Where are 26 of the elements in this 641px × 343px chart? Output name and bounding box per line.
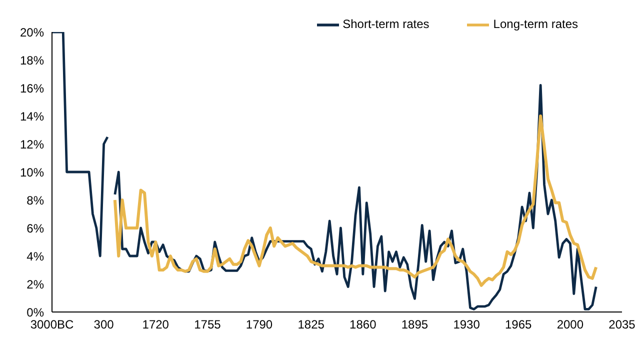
y-tick-label: 4% <box>26 249 44 264</box>
y-tick-label: 10% <box>20 165 44 180</box>
y-tick-label: 0% <box>26 305 44 320</box>
x-tick-label: 1930 <box>453 318 480 332</box>
y-tick-label: 14% <box>20 109 44 124</box>
x-tick-label: 1720 <box>142 318 170 332</box>
y-tick-label: 16% <box>20 81 44 96</box>
y-tick-label: 12% <box>20 137 44 152</box>
y-tick-label: 2% <box>26 277 44 292</box>
x-tick-label: 300 <box>94 318 114 332</box>
x-tick-label: 2035 <box>608 318 636 332</box>
legend-label: Long-term rates <box>493 17 578 32</box>
y-tick-label: 8% <box>26 193 44 208</box>
legend-label: Short-term rates <box>342 17 430 32</box>
x-tick-label: 1965 <box>505 318 532 332</box>
line-series <box>113 114 598 287</box>
x-tick-label: 3000BC <box>30 318 74 332</box>
y-tick-label: 18% <box>20 53 44 68</box>
x-tick-label: 1895 <box>401 318 428 332</box>
y-tick-label: 20% <box>20 25 44 40</box>
x-tick-label: 1755 <box>194 318 222 332</box>
x-tick-label: 2000 <box>556 318 584 332</box>
x-tick-label: 1860 <box>350 318 377 332</box>
x-tick-label: 1790 <box>246 318 273 332</box>
y-tick-label: 6% <box>26 221 44 236</box>
x-tick-label: 1825 <box>298 318 325 332</box>
